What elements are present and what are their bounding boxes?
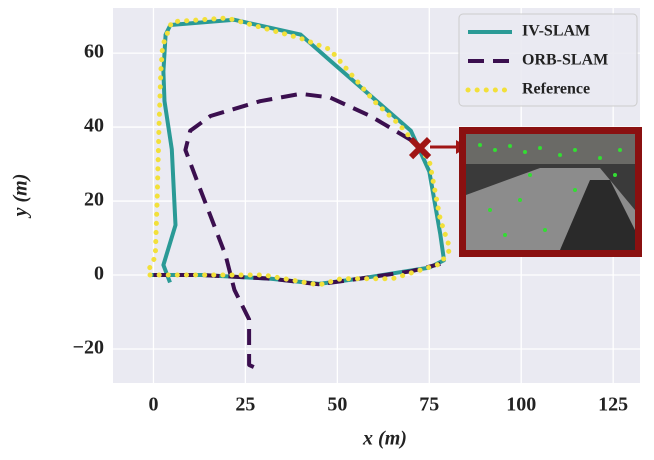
x-axis-label: x (m) (362, 428, 407, 450)
legend-label: IV-SLAM (522, 23, 590, 40)
failure-marker (408, 137, 432, 160)
x-tick-label: 25 (235, 394, 255, 416)
y-tick-label: 60 (84, 41, 104, 63)
x-tick-label: 75 (419, 394, 439, 416)
inset-shadow (560, 180, 635, 250)
x-tick-label: 0 (148, 394, 158, 416)
y-axis-label: y (m) (10, 174, 32, 219)
y-tick-label: 40 (84, 115, 104, 137)
legend-box (458, 13, 638, 107)
legend-label: ORB-SLAM (522, 52, 608, 69)
lines (147, 15, 453, 372)
y-tick-label: −20 (73, 337, 104, 359)
legend-label: Reference (522, 81, 590, 98)
y-tick-label: 20 (84, 189, 104, 211)
x-tick-label: 100 (506, 394, 536, 416)
y-tick-label: 0 (94, 263, 104, 285)
inset (430, 127, 642, 257)
series-line (147, 15, 453, 288)
x-tick-label: 125 (598, 394, 628, 416)
inset-sky (466, 134, 635, 164)
inset-features (478, 143, 622, 237)
legend: IV-SLAM ORB-SLAM Reference (458, 13, 638, 107)
x-tick-label: 50 (327, 394, 347, 416)
